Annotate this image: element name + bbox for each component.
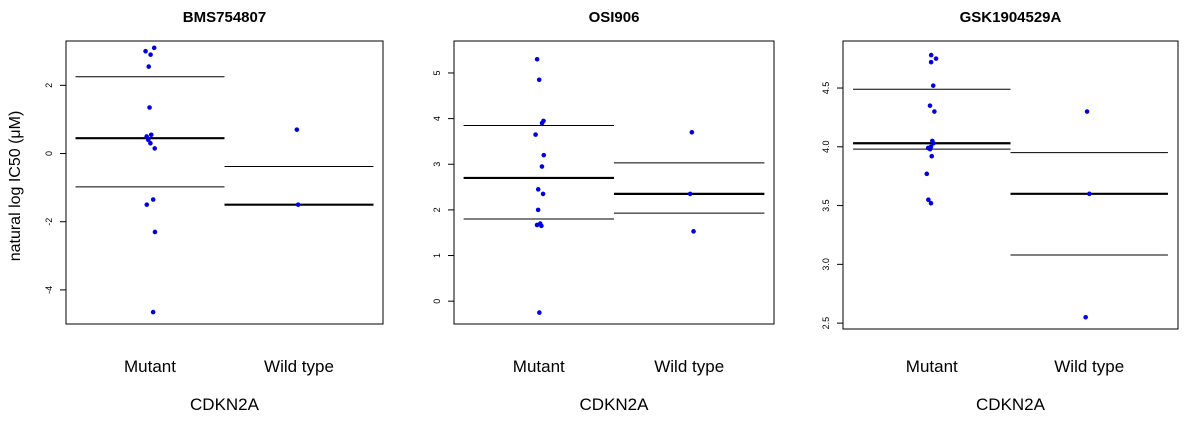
y-tick-label: 0 bbox=[44, 151, 54, 156]
y-axis-label: natural log IC50 (μM) bbox=[7, 111, 24, 262]
data-point bbox=[536, 77, 542, 83]
y-tick-label: 2.5 bbox=[821, 317, 831, 330]
data-point bbox=[148, 132, 154, 138]
x-axis-label: CDKN2A bbox=[190, 395, 260, 414]
y-tick-label: 3.0 bbox=[821, 258, 831, 271]
x-category-label: Wild type bbox=[654, 357, 724, 376]
x-category-label: Wild type bbox=[264, 357, 334, 376]
data-point bbox=[931, 140, 936, 146]
data-point bbox=[539, 120, 545, 126]
data-point bbox=[928, 200, 934, 206]
y-tick-label: 5 bbox=[432, 70, 442, 75]
data-point bbox=[540, 191, 546, 197]
data-point bbox=[146, 64, 152, 69]
y-tick-label: 4.0 bbox=[821, 141, 831, 154]
y-tick-label: 1 bbox=[432, 253, 442, 258]
x-category-label: Wild type bbox=[1054, 357, 1124, 376]
data-point bbox=[689, 129, 695, 135]
data-point bbox=[932, 109, 937, 114]
data-point bbox=[927, 146, 933, 152]
data-point bbox=[1083, 314, 1088, 320]
data-point bbox=[143, 48, 148, 54]
data-point bbox=[1084, 109, 1090, 114]
data-point bbox=[152, 146, 158, 151]
data-point bbox=[1087, 191, 1092, 197]
y-tick-label: 0 bbox=[432, 299, 442, 304]
data-point bbox=[933, 56, 939, 61]
shared-y-axis-label: natural log IC50 (μM) bbox=[7, 111, 24, 262]
data-point bbox=[537, 310, 542, 315]
data-point bbox=[924, 171, 930, 177]
data-point bbox=[928, 59, 934, 65]
plot-frame bbox=[842, 40, 1179, 330]
data-point bbox=[152, 229, 158, 235]
y-tick-label: 3 bbox=[432, 162, 442, 167]
y-tick-label: 3.5 bbox=[821, 199, 831, 212]
data-point bbox=[926, 197, 931, 202]
x-category-label: Mutant bbox=[513, 357, 565, 376]
x-axis-label: CDKN2A bbox=[580, 395, 650, 414]
data-point bbox=[539, 223, 544, 229]
data-point bbox=[691, 229, 696, 234]
data-point bbox=[294, 127, 300, 132]
chart-title: OSI906 bbox=[589, 9, 640, 26]
data-point bbox=[930, 83, 936, 88]
x-category-label: Mutant bbox=[906, 357, 958, 376]
x-axis-label: CDKN2A bbox=[976, 395, 1046, 414]
y-tick-label: -2 bbox=[44, 218, 54, 226]
chart-title: BMS754807 bbox=[183, 9, 266, 26]
y-tick-label: 4.5 bbox=[821, 82, 831, 95]
y-tick-label: 2 bbox=[432, 207, 442, 212]
data-point bbox=[145, 137, 151, 143]
y-tick-label: 4 bbox=[432, 116, 442, 121]
data-point bbox=[927, 103, 933, 108]
y-tick-label: 2 bbox=[44, 83, 54, 88]
data-point bbox=[535, 207, 541, 213]
data-point bbox=[535, 187, 541, 192]
data-point bbox=[150, 309, 156, 315]
data-point bbox=[533, 132, 538, 137]
data-point bbox=[144, 134, 149, 139]
chart-title: GSK1904529A bbox=[960, 9, 1062, 26]
data-point bbox=[928, 52, 934, 58]
data-point bbox=[534, 56, 540, 62]
data-point bbox=[148, 140, 153, 146]
data-point bbox=[541, 152, 547, 158]
data-point bbox=[151, 45, 157, 51]
y-tick-label: -4 bbox=[44, 286, 54, 294]
data-point bbox=[147, 105, 152, 110]
data-point bbox=[148, 52, 153, 57]
data-point bbox=[295, 202, 301, 207]
plot-frame bbox=[65, 40, 384, 325]
chart-gsk1904529a: GSK1904529A 2.5 3.0 3.5 4.0 4.5 Mutant Wild typ… bbox=[821, 9, 1179, 414]
data-point bbox=[534, 222, 540, 228]
plot-frame bbox=[453, 40, 775, 325]
data-point bbox=[929, 153, 935, 159]
data-point bbox=[150, 197, 156, 202]
data-point bbox=[144, 202, 150, 207]
data-point bbox=[539, 164, 545, 169]
x-category-label: Mutant bbox=[124, 357, 176, 376]
data-point bbox=[687, 191, 693, 197]
